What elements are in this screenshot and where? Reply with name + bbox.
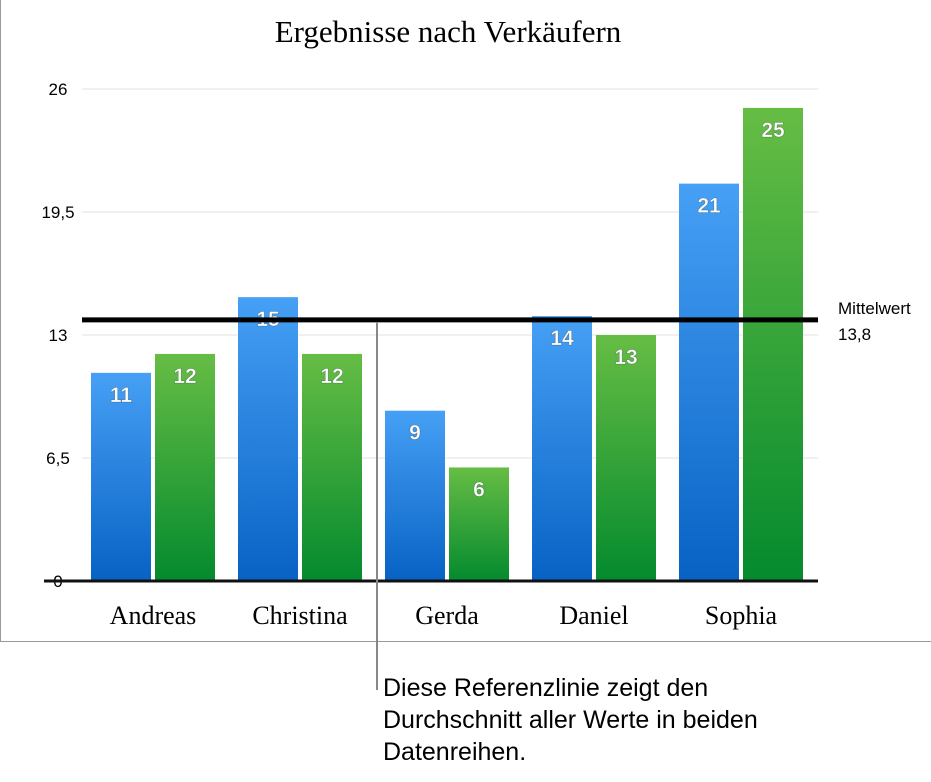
bar-andreas-series-1	[91, 372, 151, 581]
reference-line-label: Mittelwert	[838, 299, 911, 318]
y-tick-label: 6,5	[46, 449, 70, 468]
bar-sophia-series-1	[679, 183, 739, 581]
reference-line-value: 13,8	[838, 325, 871, 344]
y-tick-label: 13	[49, 326, 68, 345]
data-label: 12	[320, 365, 343, 388]
x-tick-label: Gerda	[415, 601, 479, 630]
chart-title: Ergebnisse nach Verkäufern	[275, 14, 622, 49]
data-label: 9	[409, 422, 421, 445]
data-label: 11	[110, 384, 133, 407]
data-label: 6	[473, 478, 485, 501]
data-label: 14	[550, 327, 574, 350]
data-label: 12	[173, 365, 196, 388]
y-tick-label: 19,5	[41, 203, 74, 222]
bar-andreas-series-2	[155, 353, 215, 581]
x-tick-label: Sophia	[705, 601, 778, 630]
x-tick-label: Christina	[252, 601, 348, 630]
x-tick-label: Andreas	[110, 601, 197, 630]
annotation-text: Diese Referenzlinie zeigt den Durchschni…	[383, 674, 758, 766]
data-label: 25	[761, 119, 785, 142]
data-label: 21	[697, 195, 721, 218]
bar-daniel-series-2	[596, 335, 656, 581]
bar-christina-series-2	[302, 353, 362, 581]
chart-frame	[0, 0, 931, 642]
bar-christina-series-1	[238, 297, 298, 581]
data-label: 13	[614, 346, 637, 369]
bar-gerda-series-2	[449, 467, 509, 581]
x-tick-label: Daniel	[559, 601, 628, 630]
bar-daniel-series-1	[532, 316, 592, 581]
y-tick-label: 26	[49, 80, 68, 99]
bar-sophia-series-2	[743, 107, 803, 581]
bar-gerda-series-1	[385, 410, 445, 581]
